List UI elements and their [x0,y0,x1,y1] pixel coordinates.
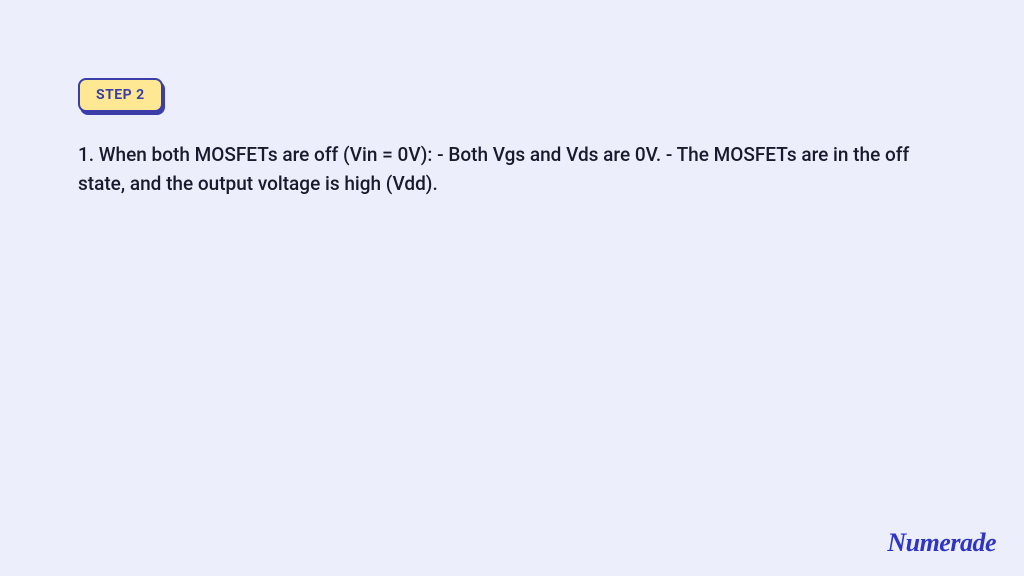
brand-logo: Numerade [887,528,996,558]
step-body-text: 1. When both MOSFETs are off (Vin = 0V):… [78,140,946,199]
content-region: STEP 2 1. When both MOSFETs are off (Vin… [78,78,946,199]
step-badge: STEP 2 [78,78,163,112]
